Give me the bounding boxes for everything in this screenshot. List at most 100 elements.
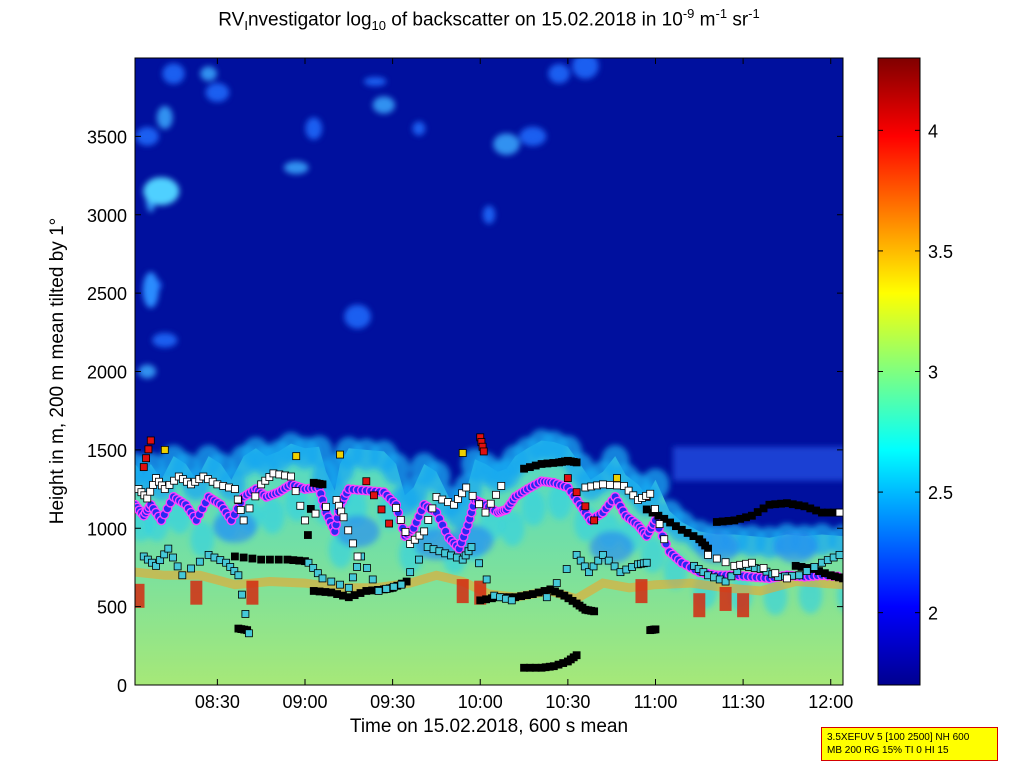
detection-marker [311, 509, 320, 518]
settings-box: 3.5XEFUV 5 [100 2500] NH 600 MB 200 RG 1… [821, 727, 998, 761]
detection-marker [580, 562, 589, 571]
detection-marker [304, 558, 313, 567]
colorbar-axis: 2 2.5 3 3.5 4 [878, 121, 953, 624]
detection-marker [589, 562, 598, 571]
detection-marker [389, 582, 398, 591]
heatmap-field [135, 58, 843, 685]
aerosol-layer-patch [719, 586, 732, 611]
y-tick-label: 0 [117, 676, 127, 696]
settings-line-1: 3.5XEFUV 5 [100 2500] NH 600 [827, 732, 970, 743]
detection-marker [396, 515, 405, 524]
detection-marker [620, 482, 628, 490]
detection-marker [450, 500, 458, 509]
detection-marker [562, 565, 571, 573]
detection-marker [164, 544, 173, 553]
detection-marker [721, 577, 730, 586]
cloud-speck [493, 133, 520, 156]
colorbar-tick-label: 2 [928, 604, 938, 624]
detection-marker [233, 495, 242, 504]
detection-marker [410, 535, 419, 544]
detection-marker [170, 476, 179, 485]
field-texture [521, 489, 546, 526]
detection-marker [458, 489, 467, 498]
cloud-band [673, 446, 843, 481]
cloud-speck [482, 205, 496, 224]
detection-marker [492, 490, 500, 499]
detection-marker [759, 564, 768, 572]
aerosol-layer-patch [456, 579, 469, 604]
y-tick-label: 500 [97, 598, 127, 618]
detection-marker [291, 487, 300, 496]
detection-marker [552, 579, 561, 588]
detection-marker [454, 495, 462, 503]
detection-marker [835, 550, 843, 559]
detection-marker [239, 516, 248, 525]
detection-marker [497, 482, 506, 490]
detection-marker [222, 558, 231, 567]
detection-marker [287, 472, 295, 481]
detection-marker [467, 543, 476, 551]
detection-marker [374, 587, 383, 595]
field-texture [399, 476, 428, 509]
x-axis: 08:30 09:00 09:30 10:00 10:30 11:00 11:30 12:00 [195, 58, 853, 712]
detection-marker [160, 485, 169, 493]
detection-marker [802, 567, 811, 575]
detection-marker [704, 550, 712, 559]
detection-marker [318, 480, 327, 489]
detection-marker [594, 556, 603, 565]
detection-marker [576, 556, 585, 565]
y-tick-label: 3500 [87, 127, 127, 147]
field-texture [422, 460, 451, 493]
detection-marker [370, 491, 378, 500]
field-texture [829, 524, 843, 557]
detection-marker [721, 558, 730, 567]
detection-marker [230, 567, 239, 575]
x-tick-label: 08:30 [195, 692, 240, 712]
detection-marker [313, 569, 322, 578]
detection-marker [266, 555, 274, 564]
detection-marker [156, 556, 165, 565]
detection-marker [318, 574, 327, 583]
detection-marker [348, 539, 357, 548]
detection-marker [401, 528, 410, 536]
x-tick-label: 11:00 [634, 692, 678, 712]
y-axis-label: Height in m, 200 m mean tilted by 1° [47, 217, 68, 525]
detection-markers [135, 433, 843, 672]
detection-marker [245, 629, 253, 638]
detection-marker [187, 564, 195, 573]
detection-marker [245, 504, 254, 513]
detection-marker [146, 436, 155, 445]
detection-marker [572, 488, 581, 497]
cloud-speck [205, 83, 230, 102]
cloud-speck [283, 161, 309, 175]
detection-marker [475, 500, 483, 509]
detection-marker [810, 563, 819, 571]
detection-marker [479, 447, 488, 456]
x-tick-label: 09:30 [370, 692, 415, 712]
detection-marker [339, 513, 348, 522]
detection-marker [292, 452, 301, 461]
detection-marker [139, 463, 148, 472]
cloud-speck [548, 63, 570, 84]
detection-marker [613, 474, 621, 482]
detection-marker [415, 531, 424, 540]
detection-marker [230, 485, 239, 493]
detection-marker [712, 554, 721, 563]
cloud-speck [305, 117, 323, 140]
detection-marker [462, 483, 471, 492]
detection-marker [382, 584, 391, 593]
field-texture [260, 497, 285, 534]
detection-marker [747, 558, 756, 567]
detection-marker [363, 564, 371, 572]
cloud-speck [135, 127, 159, 146]
detection-marker [353, 563, 361, 571]
detection-marker [142, 454, 150, 463]
detection-marker [236, 506, 245, 514]
field-texture [382, 452, 411, 485]
detection-marker [226, 563, 235, 571]
aerosol-layer-patch [635, 579, 648, 604]
detection-marker [152, 561, 160, 570]
chart-title: RVInvestigator log10 of backscatter on 1… [218, 6, 760, 34]
cloud-speck [372, 96, 396, 114]
detection-marker [646, 489, 655, 498]
